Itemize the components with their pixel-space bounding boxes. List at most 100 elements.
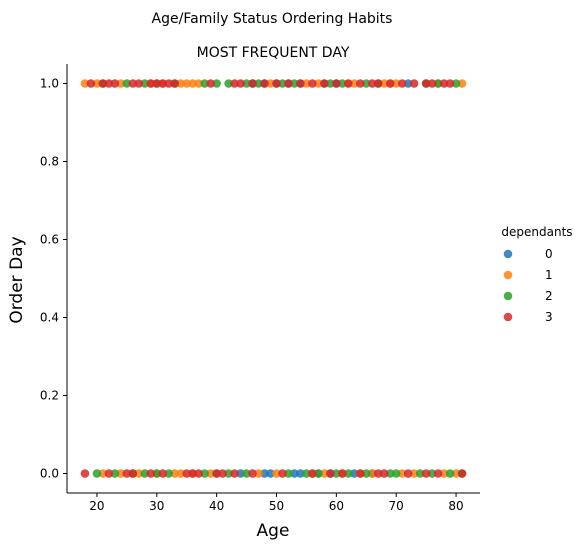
scatter-point xyxy=(314,469,323,478)
scatter-point xyxy=(338,469,347,478)
scatter-point xyxy=(254,469,263,478)
x-tick-label: 20 xyxy=(89,499,104,513)
scatter-point xyxy=(224,79,233,88)
scatter-point xyxy=(206,79,215,88)
legend-marker xyxy=(503,291,513,301)
scatter-point xyxy=(367,469,377,478)
scatter-point xyxy=(284,469,293,478)
scatter-point xyxy=(134,79,144,88)
scatter-point xyxy=(445,469,455,478)
scatter-point xyxy=(350,79,359,88)
scatter-point xyxy=(170,79,180,88)
scatter-point xyxy=(158,79,168,88)
legend-label: 0 xyxy=(545,247,553,261)
chart-suptitle: Age/Family Status Ordering Habits xyxy=(152,11,393,27)
scatter-point xyxy=(272,469,281,478)
scatter-point xyxy=(451,469,461,478)
scatter-point xyxy=(314,79,323,88)
x-tick-label: 50 xyxy=(269,499,284,513)
scatter-point xyxy=(212,79,221,88)
scatter-point xyxy=(451,79,461,88)
scatter-point xyxy=(104,469,114,478)
chart-title: MOST FREQUENT DAY xyxy=(197,45,350,61)
scatter-point xyxy=(236,79,245,88)
x-ticks: 20 30 40 50 60 70 80 xyxy=(89,493,464,513)
scatter-point xyxy=(350,469,359,478)
scatter-point xyxy=(230,469,239,478)
scatter-point xyxy=(80,79,90,88)
scatter-point xyxy=(86,79,96,88)
scatter-point xyxy=(212,469,221,478)
scatter-point xyxy=(385,469,395,478)
scatter-point xyxy=(80,469,90,478)
scatter-point xyxy=(302,79,311,88)
scatter-point xyxy=(164,469,174,478)
scatter-point xyxy=(355,79,365,88)
scatter-point xyxy=(409,79,419,88)
scatter-point xyxy=(427,79,437,88)
scatter-point xyxy=(290,469,299,478)
scatter-point xyxy=(146,79,156,88)
scatter-point xyxy=(242,79,251,88)
x-tick-label: 80 xyxy=(448,499,463,513)
scatter-point xyxy=(379,79,389,88)
scatter-point xyxy=(98,79,108,88)
scatter-point xyxy=(134,469,144,478)
x-tick-label: 30 xyxy=(149,499,164,513)
scatter-point xyxy=(433,469,443,478)
scatter-point xyxy=(116,469,126,478)
scatter-point xyxy=(254,79,263,88)
scatter-point xyxy=(224,469,233,478)
scatter-point xyxy=(248,79,257,88)
y-tick-label: 1.0 xyxy=(40,77,59,91)
y-tick-label: 0.6 xyxy=(40,233,59,247)
scatter-point xyxy=(242,469,251,478)
scatter-point xyxy=(302,469,311,478)
scatter-point xyxy=(320,79,329,88)
scatter-point xyxy=(338,79,347,88)
scatter-point xyxy=(344,79,353,88)
scatter-point xyxy=(332,79,341,88)
scatter-point xyxy=(272,79,281,88)
scatter-point xyxy=(200,79,209,88)
scatter-point xyxy=(176,79,186,88)
scatter-point xyxy=(320,469,329,478)
scatter-point xyxy=(391,79,401,88)
scatter-point xyxy=(206,469,215,478)
scatter-point xyxy=(140,79,150,88)
scatter-point xyxy=(110,469,120,478)
scatter-point xyxy=(397,79,407,88)
scatter-point xyxy=(260,79,269,88)
scatter-point xyxy=(421,469,431,478)
scatter-point xyxy=(326,469,335,478)
scatter-point xyxy=(98,469,108,478)
scatter-point xyxy=(194,469,203,478)
scatter-point xyxy=(326,79,335,88)
scatter-point xyxy=(200,469,209,478)
scatter-point xyxy=(164,79,174,88)
scatter-point xyxy=(373,79,383,88)
scatter-point xyxy=(379,469,389,478)
scatter-point xyxy=(278,469,287,478)
scatter-point xyxy=(367,79,377,88)
scatter-point xyxy=(194,79,203,88)
scatter-point xyxy=(427,469,437,478)
scatter-point xyxy=(260,469,269,478)
scatter-point xyxy=(445,79,455,88)
legend-label: 2 xyxy=(545,289,553,303)
scatter-point xyxy=(158,469,168,478)
x-tick-label: 70 xyxy=(389,499,404,513)
scatter-point xyxy=(403,469,413,478)
scatter-point xyxy=(332,469,341,478)
scatter-point xyxy=(433,79,443,88)
y-tick-label: 0.0 xyxy=(40,467,59,481)
scatter-point xyxy=(403,79,413,88)
scatter-point xyxy=(104,79,114,88)
scatter-point xyxy=(218,469,227,478)
scatter-point xyxy=(230,79,239,88)
legend-marker xyxy=(503,270,513,280)
scatter-point xyxy=(361,469,371,478)
legend: dependants 0 1 2 3 xyxy=(501,225,572,324)
legend-label: 3 xyxy=(545,310,553,324)
